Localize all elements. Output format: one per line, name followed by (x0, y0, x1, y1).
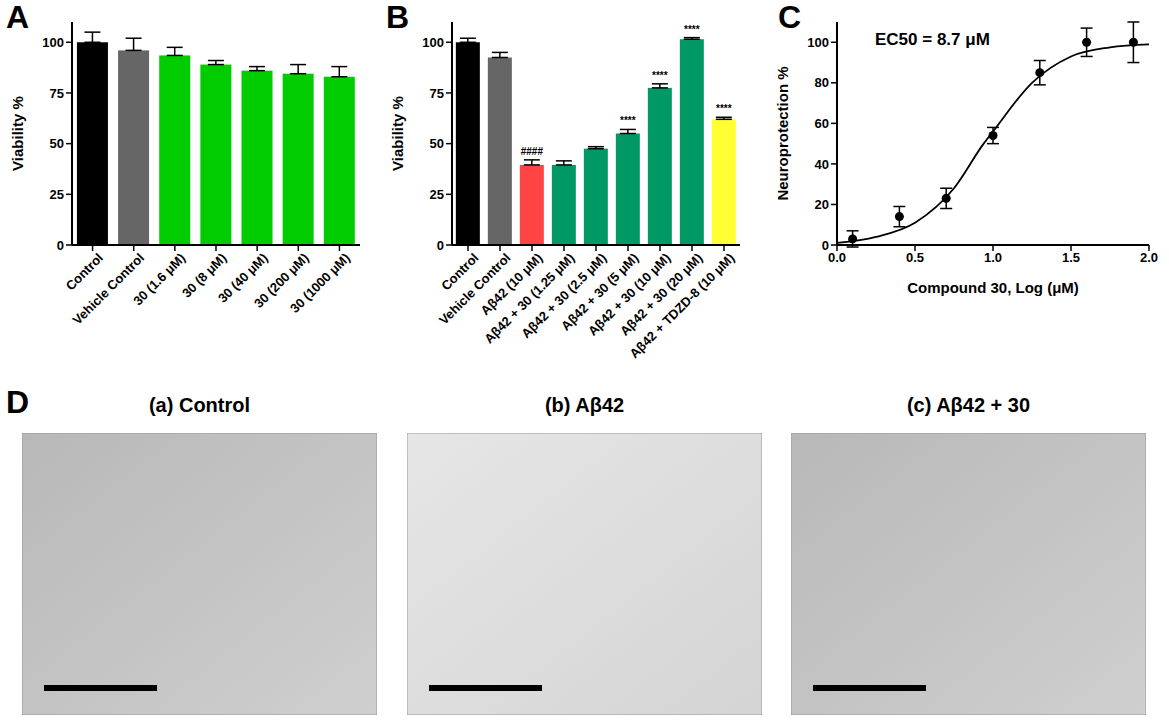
svg-text:1.5: 1.5 (1062, 250, 1080, 265)
svg-text:0.0: 0.0 (828, 250, 846, 265)
svg-text:Viability %: Viability % (389, 96, 406, 171)
svg-text:100: 100 (422, 35, 444, 50)
svg-text:1.0: 1.0 (984, 250, 1002, 265)
svg-text:0: 0 (437, 238, 444, 253)
svg-text:30 (1.6 μM): 30 (1.6 μM) (130, 250, 188, 308)
svg-text:40: 40 (815, 157, 829, 172)
html-text:D: D (6, 384, 30, 420)
svg-text:Compound 30, Log (μM): Compound 30, Log (μM) (907, 279, 1079, 296)
svg-text:0.5: 0.5 (906, 250, 924, 265)
svg-text:25: 25 (430, 187, 444, 202)
svg-text:Vehicle Control: Vehicle Control (435, 250, 514, 328)
svg-text:****: **** (652, 70, 668, 81)
svg-text:60: 60 (815, 116, 829, 131)
svg-text:75: 75 (50, 86, 64, 101)
svg-text:Vehicle Control: Vehicle Control (70, 250, 148, 328)
svg-text:Viability %: Viability % (9, 96, 26, 171)
svg-text:50: 50 (430, 136, 444, 151)
svg-text:20: 20 (815, 197, 829, 212)
svg-text:####: #### (521, 146, 544, 157)
svg-text:75: 75 (430, 86, 444, 101)
svg-text:****: **** (684, 24, 700, 35)
svg-text:2.0: 2.0 (1140, 250, 1158, 265)
html-text:(c) Aβ42 + 30: (c) Aβ42 + 30 (906, 394, 1031, 416)
svg-text:0: 0 (822, 238, 829, 253)
svg-text:80: 80 (815, 75, 829, 90)
svg-text:Aβ42 + 30 (1.25 μM): Aβ42 + 30 (1.25 μM) (481, 250, 578, 347)
svg-text:Aβ42 + 30 (5 μM): Aβ42 + 30 (5 μM) (558, 250, 642, 334)
svg-text:****: **** (716, 103, 732, 114)
svg-text:100: 100 (807, 35, 829, 50)
html-text:(b) Aβ42: (b) Aβ42 (544, 394, 625, 416)
svg-text:Aβ42 + 30 (20 μM): Aβ42 + 30 (20 μM) (616, 250, 706, 339)
svg-text:100: 100 (42, 35, 64, 50)
svg-text:Aβ42 (10 μM): Aβ42 (10 μM) (477, 250, 546, 318)
svg-text:25: 25 (50, 187, 64, 202)
svg-text:0: 0 (57, 238, 64, 253)
html-text:A: A (6, 0, 30, 35)
svg-text:30 (40 μM): 30 (40 μM) (215, 250, 271, 306)
svg-text:30 (8 μM): 30 (8 μM) (179, 250, 230, 301)
html-text:EC50 = 8.7 μM: EC50 = 8.7 μM (875, 30, 990, 49)
svg-text:Aβ42 + 30 (2.5 μM): Aβ42 + 30 (2.5 μM) (518, 250, 610, 342)
html-text:C: C (778, 0, 802, 35)
html-text:(a) Control: (a) Control (149, 394, 250, 416)
svg-text:Aβ42 + TDZD-8 (10 μM): Aβ42 + TDZD-8 (10 μM) (626, 250, 737, 361)
html-text:B: B (386, 0, 410, 35)
svg-text:Neuroprotection %: Neuroprotection % (774, 66, 791, 200)
svg-text:Control: Control (438, 250, 482, 294)
svg-text:****: **** (620, 115, 636, 126)
svg-text:30 (1000 μM): 30 (1000 μM) (287, 250, 353, 316)
svg-text:50: 50 (50, 136, 64, 151)
svg-text:30 (200 μM): 30 (200 μM) (251, 250, 312, 311)
svg-text:Aβ42 + 30 (10 μM): Aβ42 + 30 (10 μM) (584, 250, 674, 339)
